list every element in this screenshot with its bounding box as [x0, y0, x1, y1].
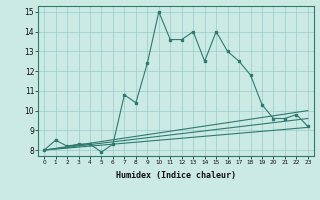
X-axis label: Humidex (Indice chaleur): Humidex (Indice chaleur) [116, 171, 236, 180]
